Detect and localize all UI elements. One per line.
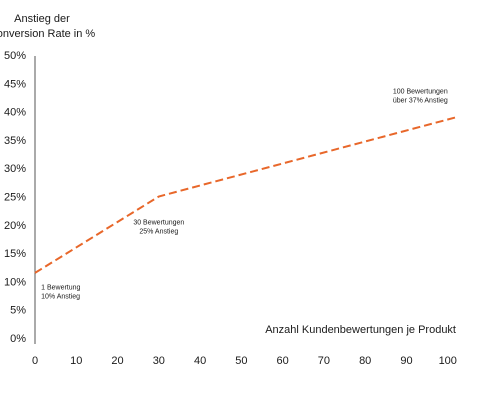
annotation-label: 10% Anstieg [41, 293, 80, 300]
annotation-label: 100 Bewertungen [393, 89, 448, 96]
x-tick-label: 70 [318, 355, 330, 367]
x-tick-label: 0 [32, 355, 38, 367]
y-tick-label: 40% [4, 107, 26, 119]
x-axis-label: Anzahl Kundenbewertungen je Produkt [265, 324, 456, 336]
y-tick-label: 30% [4, 163, 26, 175]
annotation-label: 30 Bewertungen [133, 220, 184, 227]
y-tick-label: 0% [10, 333, 26, 345]
x-tick-label: 10 [70, 355, 82, 367]
y-tick-label: 35% [4, 135, 26, 147]
y-tick-label: 50% [4, 50, 26, 62]
annotation-label: 25% Anstieg [139, 229, 178, 236]
x-tick-label: 100 [439, 355, 457, 367]
y-tick-label: 20% [4, 220, 26, 232]
x-tick-label: 90 [400, 355, 412, 367]
x-tick-labels: 0 10 20 30 40 50 60 70 80 90 100 [32, 355, 457, 367]
annotations: 1 Bewertung 10% Anstieg 30 Bewertungen 25% … [41, 89, 448, 301]
y-tick-label: 10% [4, 276, 26, 288]
x-tick-label: 50 [235, 355, 247, 367]
x-tick-label: 60 [277, 355, 289, 367]
y-axis-label-line-2: Conversion Rate in % [0, 28, 95, 40]
x-tick-label: 40 [194, 355, 206, 367]
y-tick-label: 5% [10, 305, 26, 317]
x-tick-label: 20 [111, 355, 123, 367]
y-tick-label: 25% [4, 192, 26, 204]
annotation-label: 1 Bewertung [41, 284, 80, 291]
x-tick-label: 80 [359, 355, 371, 367]
y-tick-label: 15% [4, 248, 26, 260]
y-axis-label-line-1: Anstieg der [14, 13, 70, 25]
series-line [34, 116, 457, 274]
y-tick-label: 45% [4, 78, 26, 90]
y-tick-labels: 0% 5% 10% 15% 20% 25% 30% 35% 40% 45% 50% [4, 50, 26, 345]
x-tick-label: 30 [153, 355, 165, 367]
annotation-label: über 37% Anstieg [393, 98, 448, 105]
